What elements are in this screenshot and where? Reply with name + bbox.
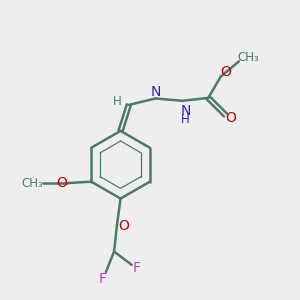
Text: F: F bbox=[133, 261, 141, 275]
Text: F: F bbox=[99, 272, 107, 286]
Text: CH₃: CH₃ bbox=[238, 51, 259, 64]
Text: N: N bbox=[180, 104, 190, 118]
Text: N: N bbox=[151, 85, 161, 99]
Text: H: H bbox=[181, 112, 190, 126]
Text: H: H bbox=[113, 95, 122, 108]
Text: O: O bbox=[225, 112, 236, 125]
Text: O: O bbox=[56, 176, 67, 190]
Text: O: O bbox=[118, 219, 129, 233]
Text: CH₃: CH₃ bbox=[21, 177, 43, 190]
Text: O: O bbox=[220, 65, 231, 79]
